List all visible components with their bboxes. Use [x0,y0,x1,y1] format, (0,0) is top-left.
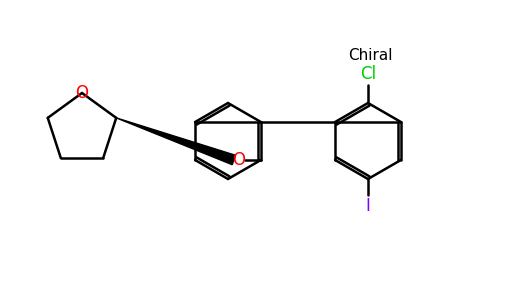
Text: O: O [232,151,245,169]
Text: O: O [75,84,89,102]
Text: Cl: Cl [360,65,376,83]
Text: I: I [366,197,371,215]
Text: Chiral: Chiral [348,48,392,63]
Polygon shape [116,118,236,165]
